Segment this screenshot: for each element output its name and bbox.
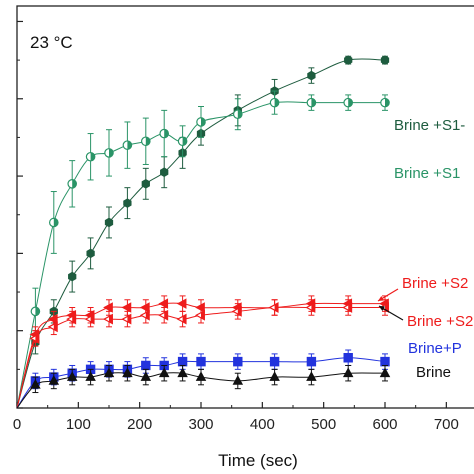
data-point [342, 367, 354, 378]
x-axis: 0 100 200 300 400 500 600 700 [13, 402, 459, 433]
data-point [158, 367, 170, 378]
data-point-fill [182, 314, 186, 324]
x-tick-label: 400 [250, 416, 275, 433]
data-point-fill [145, 310, 150, 320]
data-point-fill [164, 310, 168, 320]
data-point [233, 356, 243, 367]
data-point-fill [53, 218, 58, 227]
data-point [86, 248, 95, 259]
data-point [177, 356, 188, 367]
series-line [16, 306, 385, 409]
data-point [104, 217, 114, 228]
data-point [306, 356, 317, 367]
data-point-fill [385, 98, 390, 107]
data-point [269, 356, 280, 367]
data-point [232, 375, 244, 385]
data-point-fill [311, 303, 315, 312]
plot-frame [16, 5, 474, 409]
data-point [48, 375, 60, 385]
data-point-fill [35, 307, 40, 316]
data-point [160, 167, 169, 177]
data-point-fill [274, 303, 278, 312]
series-line [16, 372, 386, 409]
x-tick-label: 500 [311, 416, 336, 433]
temperature-annotation: 23 °C [30, 33, 73, 52]
data-point [307, 70, 316, 81]
data-point-fill [127, 140, 132, 150]
data-point-fill [127, 314, 131, 324]
data-point-fill [201, 310, 205, 320]
series-line [16, 357, 386, 409]
data-point [343, 353, 353, 363]
data-point [196, 356, 206, 367]
series-layer [16, 55, 391, 409]
data-point-fill [311, 98, 316, 107]
data-point [269, 371, 280, 381]
data-point [121, 302, 132, 313]
data-point-fill [182, 137, 187, 146]
data-point [379, 367, 391, 378]
data-point [380, 356, 390, 367]
data-point-fill [164, 129, 169, 138]
x-tick-label: 200 [127, 416, 152, 433]
data-point-fill [348, 303, 352, 312]
series-label: Brine +S1- [394, 117, 465, 134]
data-point-fill [201, 117, 206, 127]
data-point-fill [53, 322, 58, 332]
data-point-fill [90, 152, 95, 161]
data-point-fill [90, 314, 94, 324]
data-point [103, 367, 115, 378]
x-tick-label: 100 [66, 416, 91, 433]
series-line [16, 302, 385, 409]
data-point-fill [274, 98, 279, 107]
data-point-fill [72, 314, 76, 324]
data-point [141, 360, 151, 371]
data-point [30, 378, 41, 389]
data-point-fill [348, 98, 353, 107]
label-arrowhead [379, 306, 385, 311]
data-point [177, 367, 188, 378]
x-tick-label: 700 [434, 416, 459, 433]
series-label: Brine +S2 [407, 313, 473, 330]
x-tick-label: 300 [188, 416, 213, 433]
data-point [306, 371, 317, 381]
series-5 [16, 364, 391, 409]
data-point-fill [237, 110, 242, 119]
data-point-fill [109, 148, 114, 158]
data-point-fill [72, 179, 77, 189]
x-axis-title: Time (sec) [218, 451, 298, 470]
data-point [68, 271, 77, 282]
data-point [380, 55, 390, 65]
data-point [141, 179, 150, 189]
data-point [123, 198, 132, 208]
data-point [344, 55, 353, 65]
series-1 [16, 90, 390, 409]
data-point [103, 302, 113, 313]
label-arrowhead [378, 295, 384, 301]
series-label: Brine+P [408, 340, 462, 357]
data-point-fill [109, 314, 113, 324]
data-point [176, 298, 187, 309]
data-point [85, 371, 96, 381]
series-label: Brine +S2 [402, 275, 468, 292]
series-line [16, 58, 386, 409]
series-label: Brine +S1 [394, 165, 460, 182]
series-labels: Brine +S1- Brine +S1 Brine +S2 Brine +S2 Bri… [377, 117, 473, 381]
data-point [158, 298, 169, 309]
data-point [122, 367, 133, 378]
x-tick-label: 600 [372, 416, 397, 433]
series-0 [16, 55, 390, 409]
series-line [16, 101, 385, 409]
series-3 [16, 299, 389, 409]
data-point [140, 371, 152, 381]
data-point-fill [35, 334, 39, 343]
y-axis [17, 20, 23, 409]
series-label: Brine [416, 364, 451, 381]
data-point-fill [145, 137, 150, 146]
x-tick-label: 0 [13, 416, 21, 433]
data-point [66, 371, 78, 381]
data-point [195, 371, 207, 381]
data-point-fill [237, 306, 242, 316]
